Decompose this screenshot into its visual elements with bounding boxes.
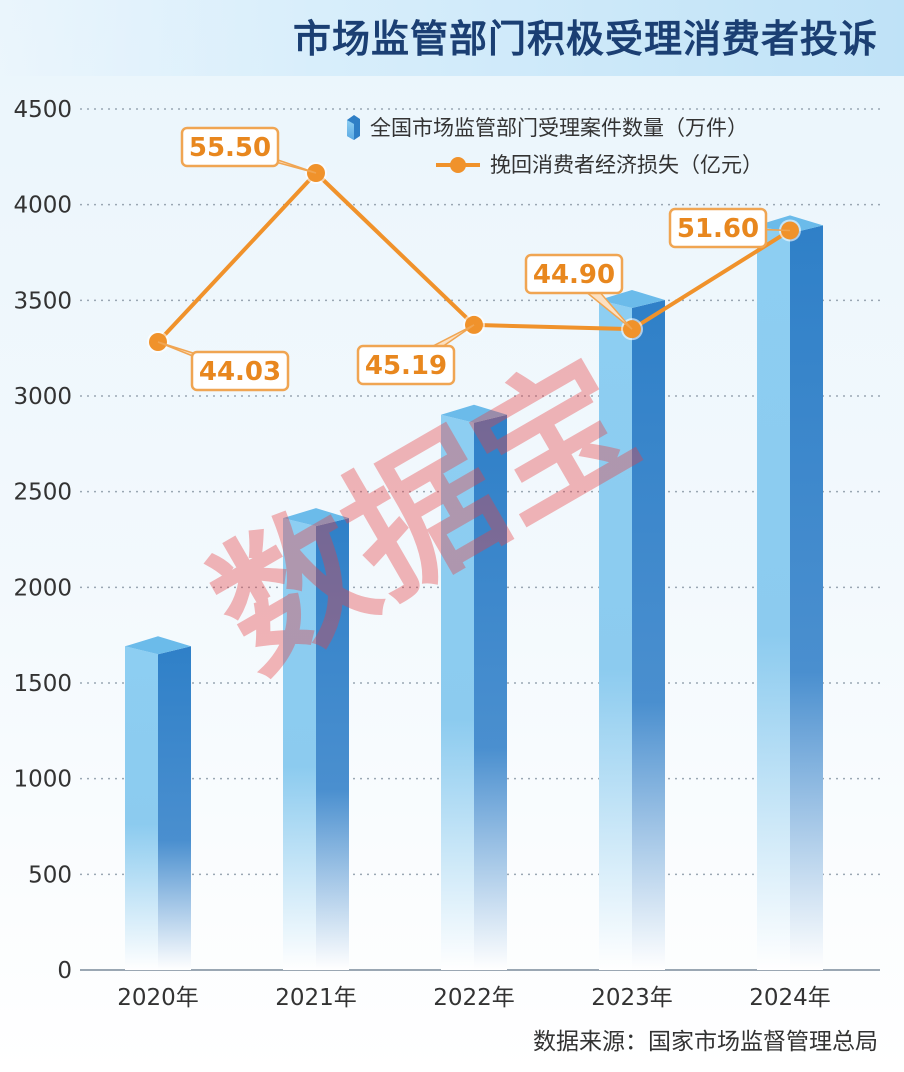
- legend-line-label: 挽回消费者经济损失（亿元）: [490, 153, 763, 177]
- data-label: 51.60: [668, 207, 791, 249]
- y-tick-label: 4000: [13, 193, 72, 219]
- data-label: 55.50: [180, 126, 317, 174]
- data-label-box: [524, 253, 624, 295]
- data-label-text: 51.60: [677, 214, 759, 244]
- y-tick-label: 1500: [13, 671, 72, 697]
- y-tick-label: 3500: [13, 288, 72, 314]
- y-tick-label: 500: [28, 862, 72, 888]
- x-tick-label: 2023年: [591, 985, 673, 1011]
- title-banner: [0, 0, 904, 76]
- data-label-text: 45.19: [365, 351, 447, 381]
- data-labels: 44.03 55.50 45.19 44.90 51.60: [157, 126, 791, 392]
- bar-side-face: [158, 646, 191, 970]
- bar-top-face: [441, 404, 507, 423]
- y-tick-label: 1000: [13, 767, 72, 793]
- bar: [757, 215, 823, 970]
- x-tick-label: 2020年: [117, 985, 199, 1011]
- x-tick-label: 2024年: [749, 985, 831, 1011]
- x-tick-label: 2021年: [275, 985, 357, 1011]
- chart-title: 市场监管部门积极受理消费者投诉: [292, 17, 878, 61]
- data-label-text: 44.90: [533, 260, 615, 290]
- y-axis: 0 500 1000 1500 2000 2500 3000 3500 4000 4500: [13, 97, 880, 984]
- data-label: 44.90: [524, 253, 633, 330]
- bar-top-face: [283, 508, 349, 527]
- bar-side-face: [474, 414, 507, 971]
- y-tick-label: 2500: [13, 480, 72, 506]
- bar-top-face: [599, 289, 665, 308]
- data-label: 45.19: [356, 324, 475, 386]
- bar: [125, 636, 191, 970]
- data-label-box: [668, 207, 768, 249]
- legend: 全国市场监管部门受理案件数量（万件） 挽回消费者经济损失（亿元）: [347, 115, 763, 177]
- bar: [441, 404, 507, 971]
- y-tick-label: 4500: [13, 97, 72, 123]
- bar-side-face: [316, 518, 349, 970]
- legend-bar-label: 全国市场监管部门受理案件数量（万件）: [370, 116, 748, 140]
- bar-side-face: [632, 299, 665, 970]
- y-tick-label: 0: [57, 958, 72, 984]
- legend-line-marker-icon: [450, 157, 466, 173]
- bar-front-face: [757, 225, 790, 970]
- y-tick-label: 2000: [13, 575, 72, 601]
- bar: [283, 508, 349, 970]
- data-label-box: [356, 344, 456, 386]
- source-note: 数据来源：国家市场监督管理总局: [533, 1029, 878, 1055]
- legend-item-bar: 全国市场监管部门受理案件数量（万件）: [347, 115, 748, 140]
- x-axis: 2020年 2021年 2022年 2023年 2024年: [117, 985, 831, 1011]
- data-label-box: [180, 126, 280, 168]
- bar-front-face: [125, 646, 158, 970]
- bar-side-face: [790, 225, 823, 970]
- bar-top-face: [125, 636, 191, 655]
- data-label-text: 44.03: [199, 357, 281, 387]
- line-series: [147, 162, 801, 353]
- data-label-text: 55.50: [189, 133, 271, 163]
- legend-bar-swatch-front-icon: [347, 120, 354, 140]
- data-label: 44.03: [157, 341, 290, 392]
- x-tick-label: 2022年: [433, 985, 515, 1011]
- legend-item-line: 挽回消费者经济损失（亿元）: [436, 153, 763, 177]
- bar-front-face: [283, 518, 316, 970]
- y-tick-label: 3000: [13, 384, 72, 410]
- bar-front-face: [599, 299, 632, 970]
- bar-series: [125, 215, 823, 971]
- bar: [599, 289, 665, 970]
- data-label-box: [190, 350, 290, 392]
- bar-front-face: [441, 414, 474, 971]
